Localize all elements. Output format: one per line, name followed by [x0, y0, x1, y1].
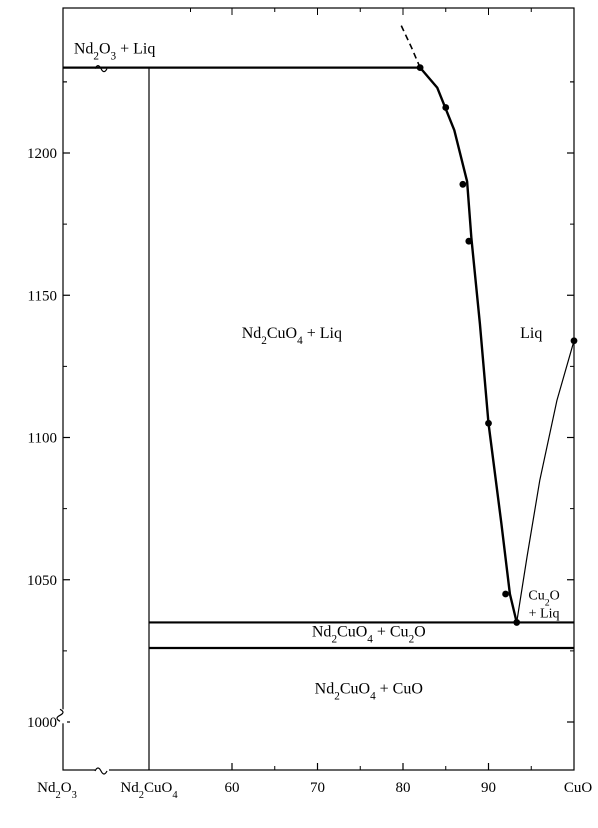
phase-boundaries [63, 21, 575, 770]
x-end-label: CuO [564, 780, 593, 796]
axis-ticks [56, 8, 574, 775]
data-point [459, 180, 467, 188]
x-tick-label: 80 [396, 780, 411, 796]
x-end-label: Nd2CuO4 [120, 780, 178, 801]
x-tick-label: 90 [481, 780, 496, 796]
data-point [485, 419, 492, 427]
x-axis-break-mark [94, 767, 108, 775]
region-label-nd2o3_liq: Nd2O3 + Liq [74, 40, 156, 62]
data-point [502, 590, 509, 598]
x-axis-break-gap [95, 766, 109, 774]
region-label-liq-sub: + Liq [529, 607, 560, 622]
region-label-liq: Liq [520, 325, 542, 342]
region-label-nd2cuo4_cuo: Nd2CuO4 + CuO [315, 681, 423, 703]
x-end-label: Nd2O3 [37, 780, 77, 801]
liquidus-extrapolated [398, 21, 421, 68]
data-point [570, 337, 578, 345]
data-points [416, 64, 578, 626]
y-tick-label: 1150 [28, 288, 57, 304]
y-tick-label: 1050 [27, 573, 57, 589]
y-axis-break-bottom-gap [59, 709, 67, 724]
region-label-cu2o: Cu2O [528, 589, 559, 609]
y-tick-label: 1100 [28, 431, 57, 447]
y-axis-break-bottom-mark [56, 708, 64, 722]
plot-frame [62, 7, 575, 771]
y-tick-label: 1000 [27, 715, 57, 731]
data-point [513, 619, 521, 626]
region-label-nd2cuo4_liq: Nd2CuO4 + Liq [242, 325, 342, 347]
region-label-nd2cuo4_cu2o: Nd2CuO4 + Cu2O [312, 624, 426, 646]
liquidus-cuo [516, 340, 575, 623]
x-tick-label: 70 [310, 780, 325, 796]
x-tick-label: 60 [225, 780, 240, 796]
data-point [442, 104, 450, 111]
y-tick-label: 1200 [27, 146, 57, 162]
data-point [465, 237, 473, 245]
labels: 1000 1050 1100 1150 1200 60 70 80 90 Nd2O3 Nd2CuO4… [27, 40, 592, 800]
data-point [416, 64, 424, 72]
liquidus-nd2cuo4 [419, 66, 518, 623]
